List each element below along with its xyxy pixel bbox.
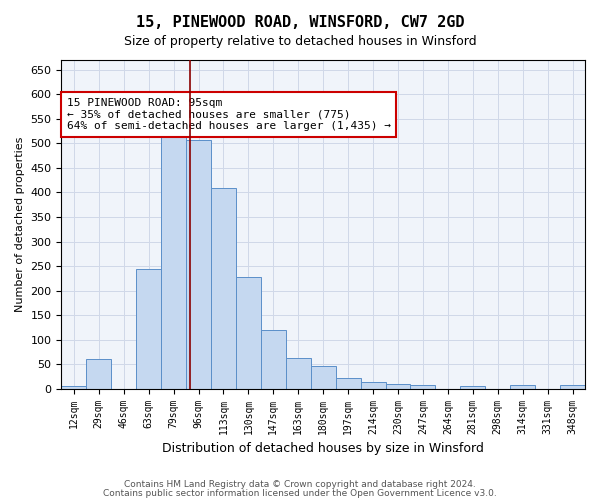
Bar [361, 382, 386, 388]
Bar [460, 386, 485, 388]
Text: 15, PINEWOOD ROAD, WINSFORD, CW7 2GD: 15, PINEWOOD ROAD, WINSFORD, CW7 2GD [136, 15, 464, 30]
Text: Size of property relative to detached houses in Winsford: Size of property relative to detached ho… [124, 35, 476, 48]
Bar [560, 386, 585, 388]
Bar [286, 358, 311, 388]
Bar [510, 386, 535, 388]
Bar [386, 384, 410, 388]
Text: Contains HM Land Registry data © Crown copyright and database right 2024.: Contains HM Land Registry data © Crown c… [124, 480, 476, 489]
Text: Contains public sector information licensed under the Open Government Licence v3: Contains public sector information licen… [103, 488, 497, 498]
Bar [335, 378, 361, 388]
X-axis label: Distribution of detached houses by size in Winsford: Distribution of detached houses by size … [162, 442, 484, 455]
Bar [86, 360, 111, 388]
Text: 15 PINEWOOD ROAD: 95sqm
← 35% of detached houses are smaller (775)
64% of semi-d: 15 PINEWOOD ROAD: 95sqm ← 35% of detache… [67, 98, 391, 131]
Bar [261, 330, 286, 388]
Bar [311, 366, 335, 388]
Bar [211, 188, 236, 388]
Bar [186, 140, 211, 388]
Bar [410, 385, 436, 388]
Bar [136, 268, 161, 388]
Bar [61, 386, 86, 388]
Y-axis label: Number of detached properties: Number of detached properties [15, 136, 25, 312]
Bar [161, 134, 186, 388]
Bar [236, 277, 261, 388]
